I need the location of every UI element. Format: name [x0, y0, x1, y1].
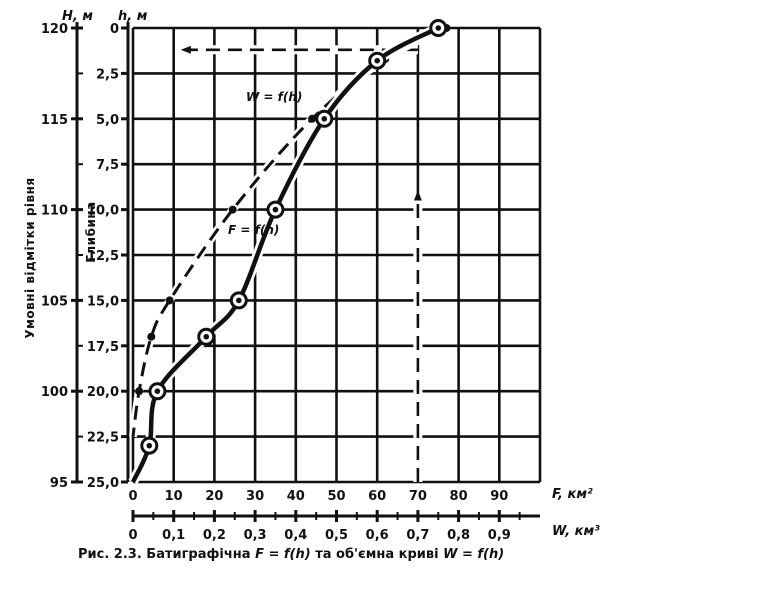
h-tick-label: 0: [110, 22, 119, 37]
W-tick-label: 0,6: [366, 528, 389, 543]
w-curve-point: [228, 205, 237, 214]
H-axis-title: Умовні відмітки рівня: [23, 177, 37, 338]
f-curve-point-center: [374, 57, 381, 64]
figure-caption: Рис. 2.3. Батиграфічна F = f(h) та об'єм…: [78, 547, 504, 562]
h-tick-label: 7,5: [96, 158, 119, 173]
area-and-volume-axes: 0 10 20 30 40 50 60 70 80 90 0 0,1 0,2 0,3 0,4 0,5 0,6 0,…: [128, 489, 540, 543]
curve-label-w: W = f(h): [246, 90, 302, 104]
F-axis-label: F, км²: [552, 487, 593, 502]
f-curve-point-center: [435, 25, 442, 31]
depth-and-level-axes: 25,0 22,5 20,0 17,5 15,0 12,5 10,0 7,5 5,0 2,5 0 95…: [41, 22, 130, 491]
h-tick-label: 17,5: [87, 340, 119, 355]
H-axis-label: Н, м: [62, 9, 93, 24]
f-curve-point-center: [146, 442, 153, 449]
f-curve-point-center: [272, 206, 279, 213]
w-curve-point: [308, 114, 317, 123]
w-curve-point: [135, 387, 144, 396]
f-curve-point-center: [321, 116, 328, 122]
W-tick-label: 0,8: [447, 528, 470, 543]
f-curve-point-center: [203, 333, 210, 340]
W-tick-label: 0,7: [406, 528, 429, 543]
f-curve-point-center: [236, 297, 242, 304]
W-tick-label: 0,4: [284, 528, 307, 543]
H-tick-label: 120: [41, 22, 68, 37]
h-tick-label: 2,5: [96, 67, 119, 82]
H-tick-label: 110: [41, 204, 68, 219]
W-axis-label: W, км³: [552, 524, 600, 539]
w-curve-point: [165, 296, 174, 305]
F-tick-label: 40: [287, 489, 305, 504]
caption-middle: та об'ємна криві: [311, 547, 443, 562]
H-tick-label: 105: [41, 294, 68, 309]
F-tick-label: 50: [327, 489, 345, 504]
W-tick-label: 0,3: [244, 528, 267, 543]
w-curve-point: [147, 332, 156, 341]
F-tick-label: 30: [246, 489, 264, 504]
F-tick-label: 0: [128, 489, 137, 504]
H-tick-label: 95: [50, 476, 68, 491]
series-layer: [128, 19, 451, 485]
caption-prefix: Рис. 2.3. Батиграфічна: [78, 547, 255, 562]
h-tick-label: 15,0: [87, 294, 119, 309]
W-tick-label: 0,5: [325, 528, 348, 543]
h-tick-label: 20,0: [87, 385, 119, 400]
F-tick-label: 70: [409, 489, 427, 504]
F-tick-label: 20: [205, 489, 223, 504]
W-tick-label: 0,2: [203, 528, 226, 543]
f-curve-line: [130, 26, 440, 483]
H-tick-label: 100: [41, 385, 68, 400]
W-tick-label: 0: [128, 528, 137, 543]
h-tick-label: 22,5: [87, 431, 119, 446]
h-tick-label: 25,0: [87, 476, 119, 491]
h-axis-label: h, м: [118, 9, 148, 24]
caption-f-formula: F = f(h): [255, 547, 311, 562]
h-tick-label: 10,0: [87, 204, 119, 219]
H-tick-label: 115: [41, 113, 68, 128]
curve-label-f: F = f(h): [228, 223, 279, 237]
h-tick-label: 5,0: [96, 113, 119, 128]
f-curve-point-center: [154, 388, 161, 395]
F-tick-label: 90: [490, 489, 508, 504]
F-tick-label: 10: [165, 489, 183, 504]
F-tick-label: 80: [450, 489, 468, 504]
caption-w-formula: W = f(h): [443, 547, 504, 562]
W-tick-label: 0,1: [162, 528, 185, 543]
F-tick-label: 60: [368, 489, 386, 504]
W-tick-label: 0,9: [488, 528, 511, 543]
annotation-arrows: [180, 45, 423, 482]
h-axis-title: Глибина: [84, 201, 98, 263]
h-tick-label: 12,5: [87, 249, 119, 264]
